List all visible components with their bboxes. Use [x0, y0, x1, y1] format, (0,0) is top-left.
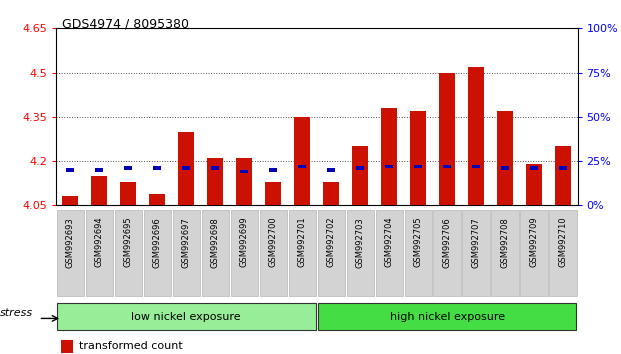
- Bar: [443, 165, 451, 168]
- Text: GSM992699: GSM992699: [240, 217, 249, 267]
- Bar: [62, 196, 78, 205]
- Text: transformed count: transformed count: [79, 341, 183, 351]
- Bar: [501, 166, 509, 170]
- Bar: [96, 168, 103, 172]
- FancyBboxPatch shape: [289, 210, 316, 296]
- Bar: [236, 158, 252, 205]
- Bar: [559, 166, 567, 170]
- Text: GSM992704: GSM992704: [384, 217, 394, 267]
- Bar: [294, 117, 310, 205]
- Bar: [240, 170, 248, 173]
- FancyBboxPatch shape: [463, 210, 490, 296]
- FancyBboxPatch shape: [86, 210, 113, 296]
- FancyBboxPatch shape: [317, 210, 345, 296]
- Bar: [414, 165, 422, 168]
- FancyBboxPatch shape: [115, 210, 142, 296]
- Bar: [497, 111, 513, 205]
- Bar: [526, 164, 542, 205]
- Bar: [410, 111, 426, 205]
- Bar: [352, 146, 368, 205]
- Bar: [91, 176, 107, 205]
- FancyBboxPatch shape: [143, 210, 171, 296]
- Text: low nickel exposure: low nickel exposure: [132, 312, 241, 322]
- FancyBboxPatch shape: [260, 210, 287, 296]
- Bar: [385, 165, 393, 168]
- Bar: [327, 168, 335, 172]
- Bar: [323, 182, 339, 205]
- Text: GSM992698: GSM992698: [211, 217, 220, 268]
- Text: GSM992707: GSM992707: [471, 217, 481, 268]
- Bar: [150, 194, 165, 205]
- Text: high nickel exposure: high nickel exposure: [389, 312, 505, 322]
- Bar: [211, 166, 219, 170]
- Text: GSM992706: GSM992706: [443, 217, 451, 268]
- Text: GSM992700: GSM992700: [269, 217, 278, 267]
- Bar: [530, 166, 538, 170]
- Bar: [472, 165, 480, 168]
- FancyBboxPatch shape: [202, 210, 229, 296]
- FancyBboxPatch shape: [491, 210, 519, 296]
- Bar: [439, 73, 455, 205]
- Text: GSM992709: GSM992709: [530, 217, 538, 267]
- Bar: [153, 166, 161, 170]
- Text: GSM992710: GSM992710: [558, 217, 568, 267]
- Bar: [356, 166, 364, 170]
- Text: GSM992696: GSM992696: [153, 217, 162, 268]
- Bar: [120, 182, 137, 205]
- Bar: [298, 165, 306, 168]
- Text: GSM992693: GSM992693: [66, 217, 75, 268]
- Text: GSM992701: GSM992701: [297, 217, 307, 267]
- FancyBboxPatch shape: [404, 210, 432, 296]
- Text: GSM992702: GSM992702: [327, 217, 336, 267]
- FancyBboxPatch shape: [173, 210, 200, 296]
- Text: stress: stress: [0, 308, 33, 318]
- Text: GSM992695: GSM992695: [124, 217, 133, 267]
- Text: GDS4974 / 8095380: GDS4974 / 8095380: [62, 18, 189, 31]
- Bar: [270, 168, 277, 172]
- FancyBboxPatch shape: [433, 210, 461, 296]
- FancyBboxPatch shape: [230, 210, 258, 296]
- Bar: [183, 166, 190, 170]
- FancyBboxPatch shape: [318, 303, 576, 330]
- FancyBboxPatch shape: [376, 210, 403, 296]
- FancyBboxPatch shape: [57, 303, 315, 330]
- Text: GSM992705: GSM992705: [414, 217, 423, 267]
- Bar: [265, 182, 281, 205]
- Bar: [178, 132, 194, 205]
- Bar: [555, 146, 571, 205]
- Bar: [66, 168, 75, 172]
- Bar: [61, 340, 73, 353]
- Text: GSM992694: GSM992694: [95, 217, 104, 267]
- Bar: [468, 67, 484, 205]
- Text: GSM992703: GSM992703: [356, 217, 365, 268]
- Bar: [381, 108, 397, 205]
- FancyBboxPatch shape: [520, 210, 548, 296]
- Bar: [207, 158, 224, 205]
- FancyBboxPatch shape: [347, 210, 374, 296]
- Text: GSM992708: GSM992708: [501, 217, 510, 268]
- FancyBboxPatch shape: [550, 210, 577, 296]
- FancyBboxPatch shape: [57, 210, 84, 296]
- Text: GSM992697: GSM992697: [182, 217, 191, 268]
- Bar: [124, 166, 132, 170]
